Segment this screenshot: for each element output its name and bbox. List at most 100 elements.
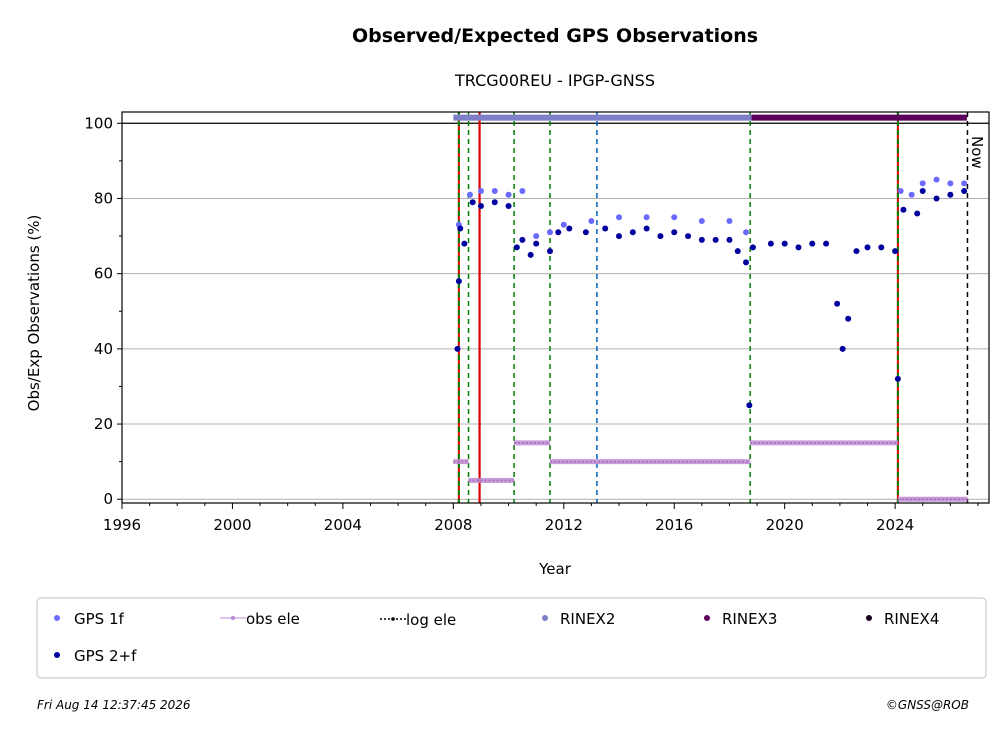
gps-2f-point	[657, 233, 664, 240]
x-tick-label: 2020	[766, 516, 804, 534]
rinex-layer	[453, 114, 967, 121]
plot-frame	[121, 111, 990, 504]
gps-1f-point	[466, 191, 473, 198]
gps-2f-point	[845, 315, 852, 322]
gps-1f-point	[505, 191, 512, 198]
gps-1f-point	[643, 214, 650, 221]
legend-rinex2-label: RINEX2	[560, 610, 615, 628]
gps-2f-point	[834, 300, 841, 307]
gps-2f-point	[839, 345, 846, 352]
legend-rinex2-marker	[542, 615, 548, 621]
obs-ele-step	[514, 440, 550, 446]
legend-log-ele-label: log ele	[406, 611, 456, 629]
x-tick-label: 2024	[876, 516, 914, 534]
gps-2f-point	[671, 229, 678, 236]
now-label: Now	[968, 136, 986, 169]
legend-log-ele-marker	[391, 617, 395, 621]
obs-ele-step	[750, 440, 898, 446]
gps-2f-point	[712, 236, 719, 243]
tick-layer: 0 20 40 60 80 100 1996 2000 2004 2008 2012 2016 2020…	[84, 114, 979, 534]
event-layer	[457, 112, 969, 503]
plot-area: 0 20 40 60 80 100 1996 2000 2004 2008 2012 2016 2020…	[84, 111, 990, 534]
gps-2f-point	[919, 187, 926, 194]
gps-1f-point	[588, 218, 595, 225]
gps-2f-point	[527, 251, 534, 258]
gps-2f-point	[629, 229, 636, 236]
gps-1f-point	[491, 187, 498, 194]
gps-2f-point	[900, 206, 907, 213]
gps-2f-point	[933, 195, 940, 202]
gps-2f-point	[469, 199, 476, 206]
gps-1f-point	[616, 214, 623, 221]
gps-2f-point	[455, 278, 462, 285]
gps-2f-point	[892, 248, 899, 255]
gps-1f-point	[897, 187, 904, 194]
gps-1f-point	[546, 229, 553, 236]
y-tick-label: 0	[103, 490, 113, 508]
gps-1f-point	[726, 218, 733, 225]
gps-2f-point	[961, 187, 968, 194]
gps-2f-point	[894, 375, 901, 382]
x-axis-label: Year	[538, 560, 572, 578]
x-tick-label: 1996	[103, 516, 141, 534]
gps-2f-point	[491, 199, 498, 206]
gps-1f-point	[908, 191, 915, 198]
gps-2f-point	[823, 240, 830, 247]
legend-rinex3-marker	[704, 615, 710, 621]
legend-gps-2f-marker	[54, 652, 60, 658]
grid-layer	[122, 122, 989, 500]
gps-1f-point	[519, 187, 526, 194]
gps-2f-point	[726, 236, 733, 243]
gps-2f-point	[878, 244, 885, 251]
gps-2f-point	[533, 240, 540, 247]
legend-rinex4-marker	[866, 615, 872, 621]
obs-ele-step	[549, 459, 751, 465]
chart-subtitle: TRCG00REU - IPGP-GNSS	[454, 71, 655, 90]
legend-gps-2f-label: GPS 2+f	[74, 647, 137, 665]
y-tick-label: 20	[94, 415, 113, 433]
gps-1f-point	[961, 180, 968, 187]
y-tick-label: 40	[94, 340, 113, 358]
x-tick-label: 2012	[545, 516, 583, 534]
legend-obs-ele-label: obs ele	[246, 610, 300, 628]
gps-2f-point	[454, 345, 461, 352]
legend-rinex3-label: RINEX3	[722, 610, 777, 628]
y-tick-label: 60	[94, 265, 113, 283]
x-tick-label: 2000	[213, 516, 251, 534]
gps-2f-point	[602, 225, 609, 232]
rinex-bar	[453, 114, 752, 121]
x-tick-label: 2004	[324, 516, 362, 534]
step-layer	[453, 440, 968, 502]
gps-1f-point	[560, 221, 567, 228]
gps-2f-point	[555, 229, 562, 236]
gps-2f-point	[685, 233, 692, 240]
y-axis-label: Obs/Exp Observations (%)	[25, 215, 43, 412]
gps-2f-point	[582, 229, 589, 236]
gps-2f-point	[914, 210, 921, 217]
legend-obs-ele-marker	[230, 615, 236, 621]
legend-rinex4-label: RINEX4	[884, 610, 939, 628]
gps-1f-point	[533, 233, 540, 240]
gps-2f-point	[947, 191, 954, 198]
gps-2f-point	[513, 244, 520, 251]
chart-title: Observed/Expected GPS Observations	[352, 25, 758, 47]
gps-1f-point	[671, 214, 678, 221]
legend-gps-1f-label: GPS 1f	[74, 610, 125, 628]
gps-2f-point	[505, 202, 512, 209]
gps-1f-point	[698, 218, 705, 225]
rinex-bar	[751, 114, 967, 121]
gps-2f-point	[461, 240, 468, 247]
gps-2f-point	[616, 233, 623, 240]
gps-1f-point	[743, 229, 750, 236]
obs-ele-step	[897, 496, 968, 502]
obs-ele-step	[468, 477, 515, 483]
y-tick-label: 80	[94, 189, 113, 207]
gps-2f-point	[746, 402, 753, 409]
legend: GPS 1f obs ele log ele RINEX2 RINEX3 RIN…	[36, 597, 987, 679]
footer-timestamp: Fri Aug 14 12:37:45 2026	[37, 698, 191, 712]
gps-1f-point	[919, 180, 926, 187]
gps-2f-point	[795, 244, 802, 251]
gps-2f-point	[853, 248, 860, 255]
gps-2f-point	[809, 240, 816, 247]
